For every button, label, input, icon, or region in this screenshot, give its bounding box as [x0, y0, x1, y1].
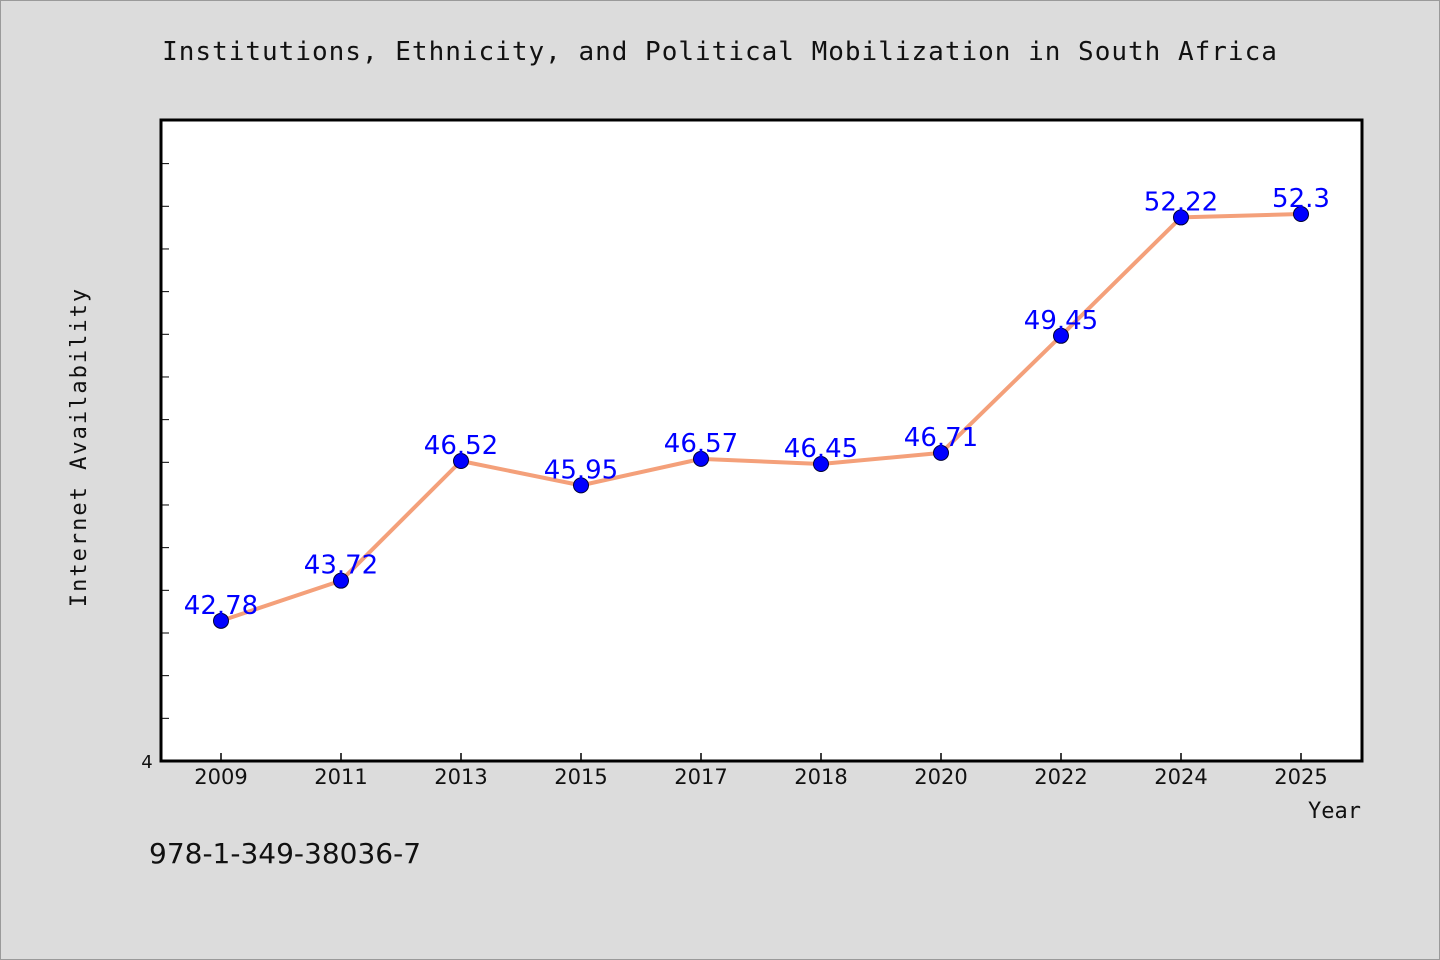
x-tick-label: 2013 [434, 765, 487, 789]
data-point [573, 477, 589, 494]
data-label: 45.95 [544, 455, 618, 485]
isbn-text: 978-1-349-38036-7 [149, 837, 422, 870]
data-label: 42.78 [184, 591, 258, 621]
plot-area [159, 118, 1364, 763]
data-point [213, 612, 229, 629]
data-point [813, 456, 829, 473]
data-label: 46.45 [784, 434, 858, 464]
data-label: 46.52 [424, 431, 498, 461]
data-label: 46.71 [904, 423, 978, 453]
x-tick-label: 2022 [1034, 765, 1087, 789]
data-label: 52.3 [1272, 184, 1330, 214]
x-axis-ticks: 2009 2011 2013 2015 2017 2018 2020 2022 2024 2025 [194, 753, 1328, 789]
data-point [933, 444, 949, 461]
x-tick-label: 2015 [554, 765, 607, 789]
data-point [1053, 327, 1069, 344]
series-line [220, 212, 1302, 623]
data-point [693, 450, 709, 467]
x-tick-label: 2020 [914, 765, 967, 789]
data-point [1173, 209, 1189, 226]
x-tick-label: 2024 [1154, 765, 1207, 789]
y-axis-label: Internet Availability [67, 287, 92, 607]
x-tick-label: 2009 [194, 765, 247, 789]
data-point [333, 572, 349, 589]
data-labels: 42.78 43.72 46.52 45.95 46.57 46.45 46.71 49.45… [184, 184, 1330, 621]
x-tick-label: 2018 [794, 765, 847, 789]
data-label: 49.45 [1024, 306, 1098, 336]
x-tick-label: 2025 [1274, 765, 1327, 789]
data-label: 52.22 [1144, 187, 1218, 217]
x-axis-label: Year [1308, 799, 1361, 824]
x-tick-label: 2017 [674, 765, 727, 789]
chart-title: Institutions, Ethnicity, and Political M… [162, 37, 1278, 67]
data-point [1293, 206, 1309, 223]
data-label: 46.57 [664, 429, 738, 459]
y-axis-ticks [161, 163, 169, 719]
y-axis-tick-label: 4 [141, 752, 152, 773]
data-point [453, 453, 469, 470]
series-markers [213, 206, 1309, 629]
x-tick-label: 2011 [314, 765, 367, 789]
data-label: 43.72 [304, 551, 378, 581]
